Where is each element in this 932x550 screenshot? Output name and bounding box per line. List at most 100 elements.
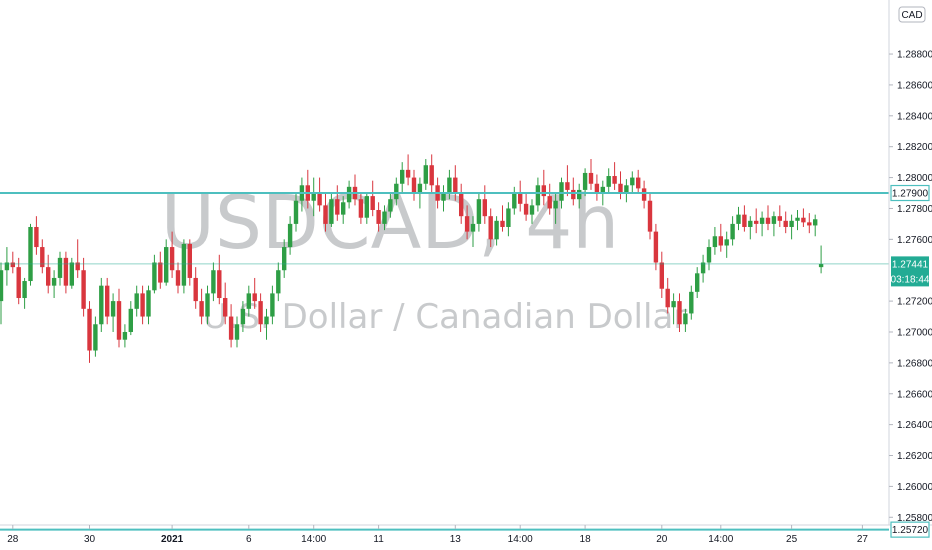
candle xyxy=(624,179,629,203)
price-axis[interactable]: 1.28800 1.28600 1.28400 1.28200 1.28000 1.278… xyxy=(889,50,932,524)
candle xyxy=(51,270,57,299)
candle xyxy=(571,177,576,206)
candle xyxy=(293,193,299,232)
price-tick-label: 1.27200 xyxy=(897,297,932,308)
price-tick-label: 1.28800 xyxy=(897,50,932,61)
candle xyxy=(606,168,611,194)
candle xyxy=(736,206,741,231)
candle-body xyxy=(712,236,718,248)
candle xyxy=(529,199,535,224)
time-tick-label: 13 xyxy=(450,534,462,545)
candle xyxy=(341,196,346,224)
candle xyxy=(187,239,192,286)
candle-body xyxy=(175,270,181,286)
currency-badge[interactable]: CAD xyxy=(898,6,926,23)
candle xyxy=(476,193,482,232)
candle xyxy=(535,177,541,212)
candle-body xyxy=(695,273,700,292)
candle-body xyxy=(594,183,600,194)
candle xyxy=(199,288,204,325)
candle-body xyxy=(81,270,86,309)
candle xyxy=(429,154,434,194)
candle xyxy=(405,154,411,186)
candle-body xyxy=(512,193,517,209)
candle xyxy=(488,208,493,248)
candle-body xyxy=(647,200,653,232)
candle xyxy=(28,223,33,286)
candle-body xyxy=(69,262,74,286)
candle xyxy=(287,216,293,255)
candle-body xyxy=(612,176,617,184)
price-tick-label: 1.27800 xyxy=(897,204,932,215)
time-tick-label: 18 xyxy=(580,534,592,545)
candle-body xyxy=(282,247,287,271)
candle-body xyxy=(441,193,446,201)
candle xyxy=(270,285,275,325)
candle-body xyxy=(724,239,729,246)
currency-label: CAD xyxy=(901,10,922,21)
candle xyxy=(276,262,281,302)
candle-body xyxy=(169,247,175,271)
candle-body xyxy=(476,199,482,224)
candle-body xyxy=(801,217,806,223)
candle-body xyxy=(164,247,169,283)
candle xyxy=(40,239,45,274)
price-tick-label: 1.26200 xyxy=(897,451,932,462)
candle-body xyxy=(234,324,240,340)
candle xyxy=(470,216,476,248)
candle xyxy=(240,301,246,332)
candle-body xyxy=(105,285,110,317)
candle xyxy=(134,285,139,317)
candle-body xyxy=(146,290,151,317)
candle-body xyxy=(258,301,263,325)
candle-body xyxy=(122,331,128,340)
candle xyxy=(181,239,187,294)
candle xyxy=(234,316,240,348)
price-tick-label: 1.28200 xyxy=(897,142,932,153)
candle xyxy=(742,205,747,232)
candle-body xyxy=(22,281,27,299)
time-tick-label: 25 xyxy=(786,534,798,545)
candle xyxy=(553,193,558,224)
candle xyxy=(252,277,257,309)
candle-body xyxy=(376,210,381,224)
time-tick-label: 28 xyxy=(7,534,19,545)
candle xyxy=(228,304,234,348)
level-price-badge: 1.25720 xyxy=(890,521,930,538)
candle-body xyxy=(228,316,234,340)
candle-body xyxy=(535,185,541,206)
candle-body xyxy=(494,220,499,240)
candle-body xyxy=(211,270,216,294)
candle-body xyxy=(346,186,352,203)
time-tick-label: 11 xyxy=(373,534,384,545)
candle xyxy=(518,180,523,212)
candle-body xyxy=(736,214,741,224)
candle-body xyxy=(335,199,340,215)
candle xyxy=(636,169,641,194)
candle xyxy=(164,239,169,286)
candle xyxy=(93,316,98,357)
last-price-label: 1.27441 xyxy=(892,259,929,270)
candle xyxy=(482,185,487,224)
candle xyxy=(706,239,712,271)
candle xyxy=(140,285,145,325)
candle-body xyxy=(641,188,647,201)
candle xyxy=(512,186,517,215)
candle-body xyxy=(270,293,275,317)
candle xyxy=(671,293,676,325)
candle xyxy=(169,231,175,278)
candle xyxy=(329,193,334,227)
last-price-badge: 1.27441 03:18:44 xyxy=(891,256,930,287)
time-tick-label: 27 xyxy=(857,534,869,545)
candle xyxy=(16,257,21,305)
time-axis[interactable]: 28 30 2021 6 14:00 11 13 14:00 18 20 14:00 25 27 xyxy=(7,525,868,545)
bar-countdown-label: 03:18:44 xyxy=(891,274,930,285)
candle xyxy=(152,254,157,294)
candle xyxy=(57,251,63,286)
candle-body xyxy=(689,291,694,314)
candle-body xyxy=(217,270,222,299)
price-tick-label: 1.27600 xyxy=(897,235,932,246)
candle-body xyxy=(152,262,157,291)
candle-body xyxy=(87,308,92,351)
candle-body xyxy=(417,183,423,194)
